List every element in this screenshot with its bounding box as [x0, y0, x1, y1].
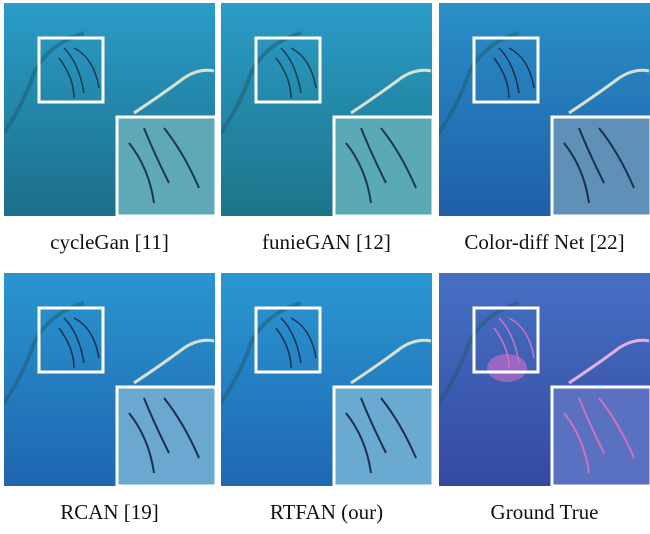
figure: cycleGan [11] funieGAN [12] Color-diff Net…	[0, 0, 650, 534]
caption: funieGAN [12]	[262, 230, 391, 254]
image-panel	[4, 3, 216, 216]
image-content	[439, 3, 650, 216]
caption: Color-diff Net [22]	[464, 230, 624, 254]
caption: RCAN [19]	[60, 500, 159, 524]
image-content	[221, 3, 433, 216]
caption: cycleGan [11]	[50, 230, 169, 254]
caption: RTFAN (our)	[270, 500, 383, 524]
image-panel	[439, 3, 650, 216]
image-content	[439, 273, 650, 486]
image-panel	[221, 3, 433, 216]
image-panel	[4, 273, 216, 486]
image-panel	[221, 273, 433, 486]
image-content	[4, 273, 216, 486]
caption: Ground True	[491, 500, 599, 524]
image-content	[221, 273, 433, 486]
image-content	[4, 3, 216, 216]
image-panel	[439, 273, 650, 486]
jellyfish	[487, 354, 527, 382]
